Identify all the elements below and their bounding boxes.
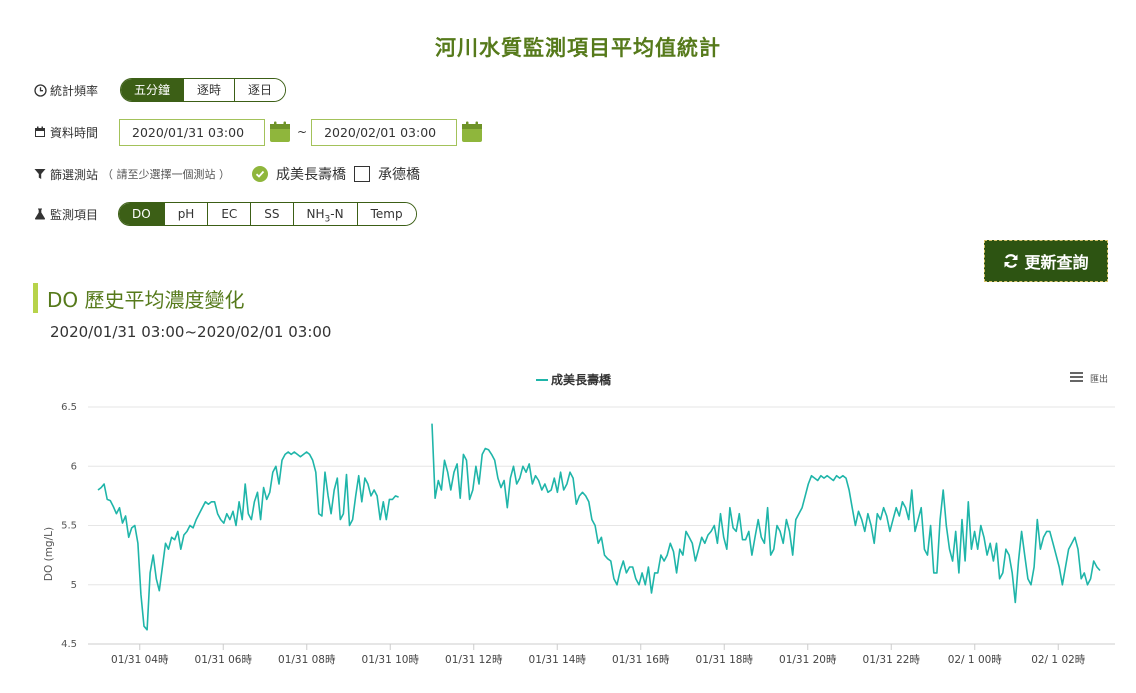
do-chart: 4.5 5 5.5 6 6.5 01/31 04時 01/31 06時 01/31 08時 0… (0, 360, 1136, 693)
checked-icon (252, 166, 269, 182)
items-selector: DO pH EC SS NH3-N Temp (118, 202, 417, 226)
item-option-ph[interactable]: pH (163, 203, 208, 225)
flask-icon (33, 207, 47, 221)
section-date-range: 2020/01/31 03:00~2020/02/01 03:00 (50, 323, 332, 341)
export-label: 匯出 (1090, 373, 1108, 385)
start-date-input[interactable]: 2020/01/31 03:00 (119, 118, 265, 146)
y-tick-label: 5 (71, 580, 77, 591)
item-option-ec[interactable]: EC (207, 203, 251, 225)
x-tick-label: 01/31 08時 (278, 654, 336, 666)
x-tick-label: 02/ 1 00時 (948, 654, 1003, 666)
chart-svg: 4.555.566.5 01/31 04時 01/31 06時 01/31 08時 0… (43, 372, 1115, 666)
clock-icon (33, 83, 47, 97)
refresh-icon (1003, 253, 1019, 269)
station-name: 承德橋 (378, 167, 421, 183)
y-axis-ticks: 4.5 5 5.5 6 6.5 (61, 402, 77, 650)
y-tick-label: 4.5 (61, 639, 77, 650)
legend[interactable]: 成美長壽橋 (536, 372, 612, 387)
page-title: 河川水質監測項目平均值統計 (435, 36, 721, 60)
station-option-chengmei[interactable]: 成美長壽橋 (252, 164, 346, 184)
filter-icon (33, 167, 47, 181)
station-row: 篩選測站 （ 請至少選擇一個測站 ） 成美長壽橋 承德橋 (33, 161, 420, 187)
calendar-small-icon (33, 125, 47, 139)
refresh-label: 更新查詢 (1024, 253, 1089, 272)
x-tick-label: 01/31 10時 (362, 654, 420, 666)
x-tick-label: 02/ 1 02時 (1031, 654, 1086, 666)
station-option-chengde[interactable]: 承德橋 (354, 164, 420, 184)
end-date-input[interactable]: 2020/02/01 03:00 (311, 118, 458, 146)
series-layer (97, 423, 1101, 631)
chart-grid (88, 406, 1115, 645)
chart-menu[interactable]: 匯出 (1070, 372, 1108, 385)
y-tick-label: 6.5 (61, 402, 77, 413)
y-tick-label: 5.5 (61, 521, 77, 532)
x-tick-label: 01/31 22時 (863, 654, 921, 666)
refresh-button[interactable]: 更新查詢 (984, 240, 1108, 282)
frequency-option-hourly[interactable]: 逐時 (183, 79, 235, 101)
date-label: 資料時間 (50, 125, 99, 140)
x-tick-label: 01/31 16時 (612, 654, 670, 666)
date-label-wrap: 資料時間 (33, 124, 119, 141)
y-axis-label: DO (mg/L) (43, 527, 55, 581)
station-hint: （ 請至少選擇一個測站 ） (102, 168, 231, 181)
end-calendar-icon[interactable] (461, 121, 483, 143)
items-label-wrap: 監測項目 (33, 206, 119, 223)
station-label-wrap: 篩選測站 (33, 166, 98, 183)
x-tick-label: 01/31 18時 (696, 654, 754, 666)
item-option-temp[interactable]: Temp (356, 203, 416, 225)
frequency-option-5min[interactable]: 五分鐘 (121, 79, 184, 101)
series-line-segment[interactable] (431, 423, 1101, 604)
item-option-do[interactable]: DO (119, 203, 164, 225)
frequency-label: 統計頻率 (50, 83, 99, 98)
date-range-tilde: ~ (297, 125, 308, 139)
item-option-ss[interactable]: SS (250, 203, 293, 225)
x-tick-label: 01/31 20時 (779, 654, 837, 666)
x-tick-label: 01/31 06時 (195, 654, 253, 666)
x-tick-label: 01/31 12時 (445, 654, 503, 666)
station-label: 篩選測站 (50, 167, 99, 182)
item-option-nh3n[interactable]: NH3-N (292, 203, 357, 225)
y-tick-label: 6 (71, 461, 77, 472)
start-calendar-icon[interactable] (269, 121, 291, 143)
unchecked-box-icon (354, 166, 371, 182)
x-tick-label: 01/31 14時 (529, 654, 587, 666)
items-label: 監測項目 (50, 207, 99, 222)
items-row: 監測項目 DO pH EC SS NH3-N Temp (33, 201, 417, 227)
frequency-row: 統計頻率 五分鐘 逐時 逐日 (33, 77, 287, 103)
hamburger-icon (1070, 372, 1083, 382)
section-title: DO 歷史平均濃度變化 (33, 283, 245, 313)
frequency-selector: 五分鐘 逐時 逐日 (120, 78, 287, 102)
series-line-segment[interactable] (97, 451, 399, 631)
date-row: 資料時間 2020/01/31 03:00 ~ 2020/02/01 03:00 (33, 118, 483, 146)
station-name: 成美長壽橋 (276, 167, 347, 183)
legend-label: 成美長壽橋 (551, 372, 612, 387)
frequency-option-daily[interactable]: 逐日 (234, 79, 286, 101)
frequency-label-wrap: 統計頻率 (33, 82, 119, 99)
x-axis-ticks: 01/31 04時 01/31 06時 01/31 08時 01/31 10時 01/3… (111, 644, 1086, 666)
x-tick-label: 01/31 04時 (111, 654, 169, 666)
